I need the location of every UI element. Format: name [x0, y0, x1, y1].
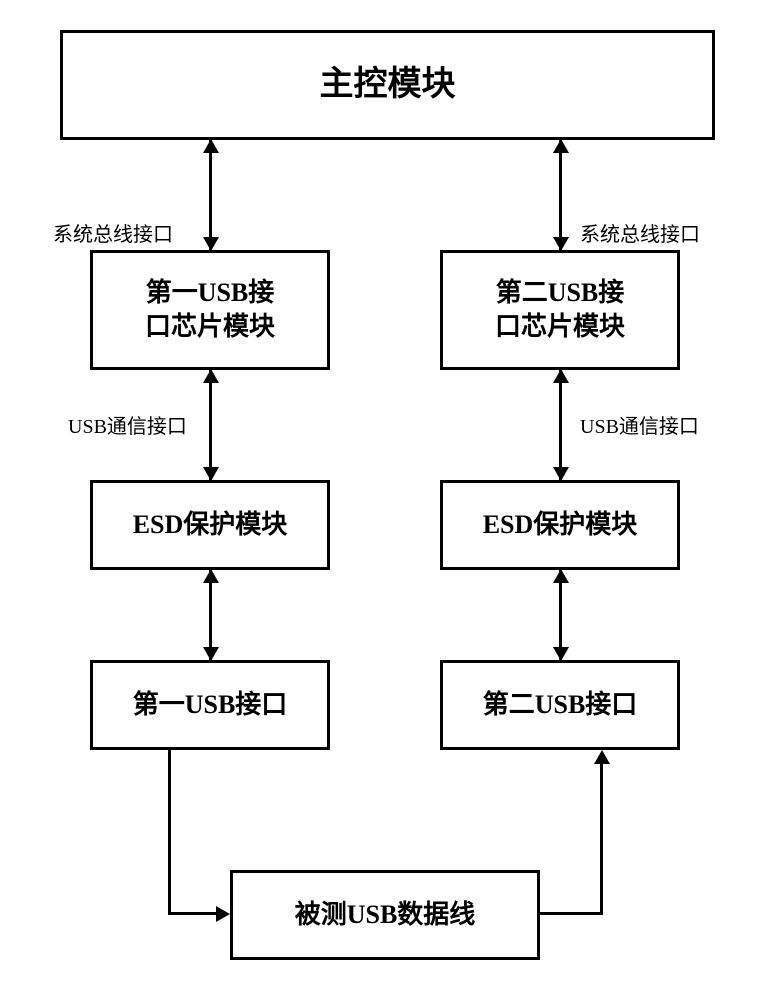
arrowhead-into-port2: [594, 750, 610, 764]
arrow-esd2-to-port2: [559, 570, 562, 660]
usb-port-2-label: 第二USB接口: [483, 688, 638, 722]
arrow-main-to-chip2: [559, 140, 562, 250]
usb-port-2-box: 第二USB接口: [440, 660, 680, 750]
bus-if-label-left: 系统总线接口: [53, 218, 173, 247]
esd-1-label: ESD保护模块: [133, 508, 288, 542]
bus-if-label-right: 系统总线接口: [580, 218, 700, 247]
cable-label: 被测USB数据线: [295, 898, 476, 932]
esd-2-label: ESD保护模块: [483, 508, 638, 542]
usb-chip-1-label: 第一USB接 口芯片模块: [145, 276, 275, 344]
arrow-chip2-to-esd2: [559, 370, 562, 480]
usb-port-1-label: 第一USB接口: [133, 688, 288, 722]
esd-1-box: ESD保护模块: [90, 480, 330, 570]
usb-chip-2-label: 第二USB接 口芯片模块: [495, 276, 625, 344]
line-port2-up: [600, 762, 603, 915]
arrowhead-into-cable: [216, 906, 230, 922]
esd-2-box: ESD保护模块: [440, 480, 680, 570]
arrow-main-to-chip1: [209, 140, 212, 250]
line-cable-right: [540, 912, 603, 915]
arrow-esd1-to-port1: [209, 570, 212, 660]
line-port1-down: [168, 750, 171, 915]
usb-comm-label-left: USB通信接口: [68, 410, 187, 439]
usb-port-1-box: 第一USB接口: [90, 660, 330, 750]
usb-comm-label-right: USB通信接口: [580, 410, 699, 439]
main-control-label: 主控模块: [320, 63, 456, 107]
cable-box: 被测USB数据线: [230, 870, 540, 960]
usb-chip-2-box: 第二USB接 口芯片模块: [440, 250, 680, 370]
main-control-box: 主控模块: [60, 30, 715, 140]
arrow-chip1-to-esd1: [209, 370, 212, 480]
usb-chip-1-box: 第一USB接 口芯片模块: [90, 250, 330, 370]
line-port1-right: [168, 912, 218, 915]
